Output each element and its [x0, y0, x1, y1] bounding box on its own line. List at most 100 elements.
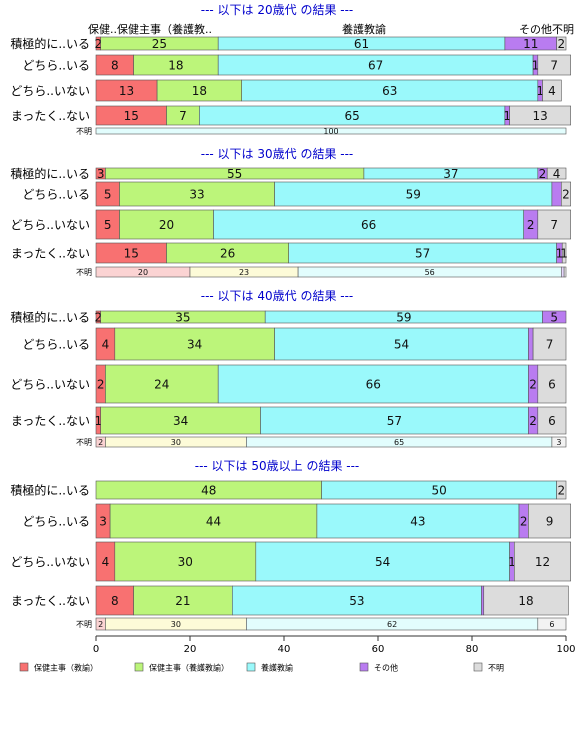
- data-label: 34: [187, 338, 202, 352]
- data-label: 7: [550, 218, 558, 232]
- data-label: 20: [138, 268, 148, 277]
- data-label: 2: [527, 218, 535, 232]
- row-label: 不明: [76, 620, 92, 629]
- chart-panels: 保健..保健主事（養護教.. 養護教諭 その他不明 --- 以下は 20歳代 の結果 …: [10, 3, 574, 631]
- data-label: 13: [119, 84, 134, 98]
- data-label: 3: [97, 167, 105, 181]
- row-label: まったく..ない: [11, 594, 90, 608]
- bar-row: どちら..いない 5 20 66 2 7: [10, 209, 571, 240]
- bar-segment: [95, 127, 567, 135]
- bar-segment: [551, 181, 562, 207]
- x-tick-label: 20: [184, 644, 197, 655]
- legend-swatch: [473, 662, 483, 672]
- data-label: 62: [387, 620, 397, 629]
- data-label: 44: [206, 515, 221, 529]
- legend-label: その他: [374, 663, 398, 673]
- bar-row: まったく..ない 8 21 53 18: [11, 585, 569, 616]
- data-label: 2: [95, 37, 103, 51]
- bar-segment: [316, 503, 520, 539]
- data-label: 67: [368, 59, 383, 73]
- data-label: 24: [154, 378, 169, 392]
- data-label: 57: [415, 247, 430, 261]
- legend-swatch: [359, 662, 369, 672]
- bar-segment: [542, 79, 562, 102]
- data-label: 50: [431, 484, 446, 498]
- data-label: 23: [239, 268, 249, 277]
- header-label-right: その他不明: [519, 23, 574, 36]
- data-label: 54: [375, 555, 390, 569]
- data-label: 20: [159, 218, 174, 232]
- panel-2: --- 以下は 30歳代 の結果 ---積極的に..いる 3 55 37 2 4どちら..…: [10, 147, 571, 278]
- row-label: 積極的に..いる: [10, 166, 90, 181]
- bar-segment: [213, 209, 525, 240]
- bar-segment: [255, 541, 510, 582]
- panel-4: --- 以下は 50歳以上 の結果 ---積極的に..いる 48 50 2どちら..い…: [10, 459, 572, 631]
- data-label: 2: [98, 620, 103, 629]
- bar-row: どちら..いない 2 24 66 2 6: [10, 364, 567, 404]
- legend: 保健主事（教諭） 保健主事（養護教諭） 養護教諭 その他 不明: [19, 662, 504, 673]
- row-label: どちら..いない: [10, 84, 90, 98]
- bar-row: まったく..ない 1 34 57 2 6: [11, 406, 567, 435]
- x-tick-label: 60: [372, 644, 385, 655]
- data-label: 15: [124, 247, 139, 261]
- data-label: 1: [503, 109, 511, 123]
- bar-segment: [537, 617, 567, 631]
- data-label: 57: [387, 414, 402, 428]
- panel-title: --- 以下は 20歳代 の結果 ---: [201, 3, 354, 17]
- legend-swatch: [19, 662, 29, 672]
- data-label: 55: [227, 167, 242, 181]
- data-label: 66: [361, 218, 376, 232]
- data-label: 2: [529, 378, 537, 392]
- bar-segment: [260, 406, 529, 435]
- bar-segment: [119, 181, 275, 207]
- legend-label: 不明: [488, 664, 504, 673]
- bar-segment: [537, 406, 567, 435]
- data-label: 5: [104, 218, 112, 232]
- data-label: 5: [550, 311, 558, 325]
- bar-segment: [217, 364, 529, 404]
- row-label: 積極的に..いる: [10, 310, 90, 325]
- panel-title: --- 以下は 50歳以上 の結果 ---: [195, 459, 360, 473]
- bar-segment: [528, 503, 572, 539]
- bar-row: どちら..いる 5 33 59 2: [22, 181, 571, 207]
- row-label: まったく..ない: [11, 414, 90, 428]
- data-label: 35: [175, 311, 190, 325]
- x-tick-label: 0: [93, 644, 99, 655]
- data-label: 2: [520, 515, 528, 529]
- data-label: 1: [508, 555, 516, 569]
- data-label: 12: [535, 555, 550, 569]
- data-label: 2: [557, 484, 565, 498]
- data-label: 6: [549, 620, 554, 629]
- data-label: 43: [410, 515, 425, 529]
- legend-label: 養護教諭: [261, 663, 293, 673]
- bar-segment: [483, 585, 569, 616]
- data-label: 3: [556, 438, 561, 447]
- panel-title: --- 以下は 40歳代 の結果 ---: [201, 289, 354, 303]
- data-label: 2: [539, 167, 547, 181]
- data-label: 63: [382, 84, 397, 98]
- bar-row: 不明 20 23 56: [76, 266, 567, 278]
- row-label: まったく..ない: [11, 109, 90, 123]
- data-label: 4: [102, 338, 110, 352]
- data-label: 18: [192, 84, 207, 98]
- data-label: 54: [394, 338, 409, 352]
- panel-title: --- 以下は 30歳代 の結果 ---: [201, 147, 354, 161]
- data-label: 2: [562, 188, 570, 202]
- bar-segment: [563, 266, 567, 278]
- bar-segment: [95, 585, 134, 616]
- data-label: 1: [536, 84, 544, 98]
- data-label: 56: [425, 268, 435, 277]
- data-label: 8: [111, 594, 119, 608]
- data-label: 21: [175, 594, 190, 608]
- row-label: どちら..いる: [22, 515, 90, 529]
- bar-segment: [560, 181, 571, 207]
- row-label: 不明: [76, 127, 92, 136]
- row-label: どちら..いる: [22, 59, 90, 73]
- data-label: 7: [179, 109, 187, 123]
- row-label: どちら..いない: [10, 218, 90, 232]
- bar-segment: [232, 585, 482, 616]
- bar-segment: [561, 242, 567, 264]
- bar-row: 積極的に..いる 48 50 2: [10, 480, 567, 500]
- data-label: 7: [546, 338, 554, 352]
- bar-segment: [537, 364, 567, 404]
